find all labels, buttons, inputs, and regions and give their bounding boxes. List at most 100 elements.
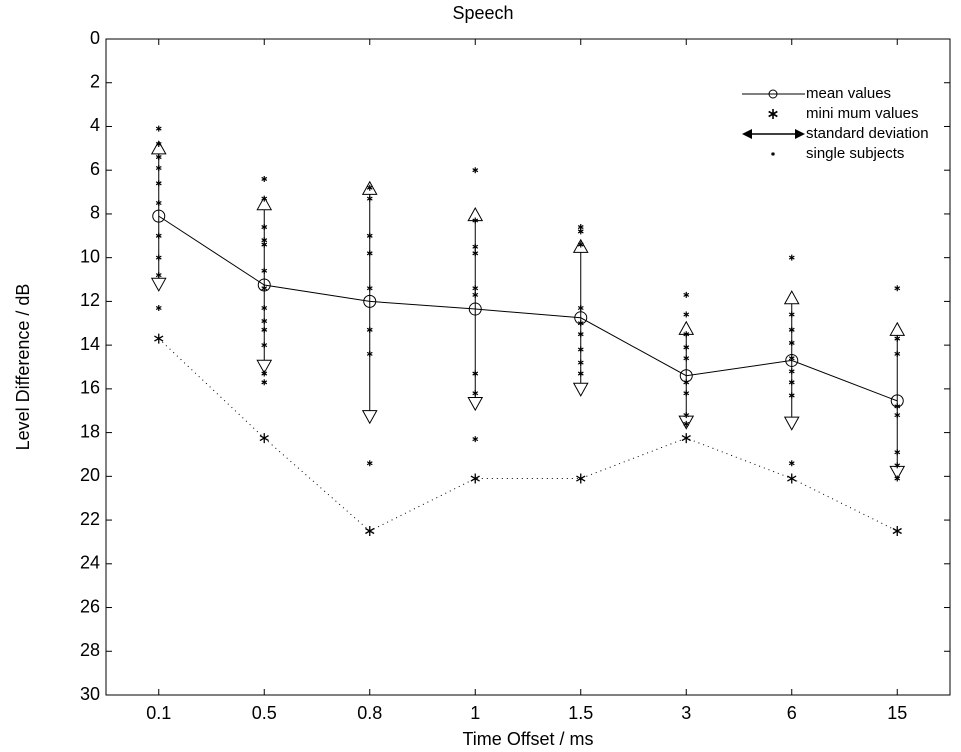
- x-tick-label: 3: [681, 703, 691, 723]
- subject-point: [472, 390, 479, 397]
- subject-point: [683, 420, 690, 427]
- subject-point: [472, 217, 479, 224]
- y-tick-label: 0: [90, 28, 100, 48]
- subject-point: [577, 304, 584, 311]
- std-lower: [572, 382, 589, 397]
- subject-point: [155, 140, 162, 147]
- subject-point: [261, 175, 268, 182]
- subject-point: [788, 368, 795, 375]
- y-tick-label: 22: [80, 509, 100, 529]
- std-lower: [150, 277, 167, 292]
- subject-point: [261, 267, 268, 274]
- subject-point: [683, 412, 690, 419]
- x-tick-label: 0.1: [146, 703, 171, 723]
- subject-point: [366, 460, 373, 467]
- chart-title: Speech: [452, 3, 513, 23]
- subject-point: [894, 285, 901, 292]
- minimum-point: [576, 473, 586, 484]
- y-tick-label: 16: [80, 378, 100, 398]
- subject-point: [366, 250, 373, 257]
- subject-point: [155, 154, 162, 161]
- std-lower: [783, 416, 800, 431]
- subject-point: [788, 392, 795, 399]
- subject-point: [894, 462, 901, 469]
- subject-point: [788, 379, 795, 386]
- subject-point: [261, 195, 268, 202]
- std-lower: [467, 396, 484, 412]
- subject-point: [788, 311, 795, 318]
- legend-label: single subjects: [806, 145, 904, 162]
- subject-point: [894, 475, 901, 482]
- x-tick-label: 15: [887, 703, 907, 723]
- subject-point: [155, 180, 162, 187]
- subject-point: [366, 184, 373, 191]
- subject-point: [366, 232, 373, 239]
- x-tick-label: 6: [787, 703, 797, 723]
- std-lower: [361, 410, 378, 425]
- y-tick-label: 14: [80, 334, 100, 354]
- subject-point: [894, 335, 901, 342]
- std-lower: [256, 359, 273, 374]
- y-tick-label: 2: [90, 71, 100, 91]
- x-tick-label: 0.5: [252, 703, 277, 723]
- subject-point: [788, 339, 795, 346]
- subject-point: [366, 326, 373, 333]
- subject-point: [155, 165, 162, 172]
- y-tick-label: 30: [80, 684, 100, 704]
- subject-point: [683, 331, 690, 338]
- minimum-point: [892, 526, 902, 536]
- y-tick-label: 20: [80, 465, 100, 485]
- subject-point: [155, 254, 162, 261]
- subject-point: [261, 241, 268, 248]
- legend: mean values mini mum values standard devia…: [742, 85, 929, 162]
- legend-label: standard deviation: [806, 125, 929, 142]
- x-axis-label: Time Offset / ms: [462, 729, 593, 749]
- subject-point: [261, 342, 268, 349]
- std-upper: [150, 140, 167, 155]
- minimum-line: [158, 338, 898, 532]
- subject-point: [155, 272, 162, 279]
- subject-point: [894, 449, 901, 456]
- subject-point: [577, 359, 584, 366]
- legend-label: mean values: [806, 85, 891, 102]
- subject-point: [261, 318, 268, 325]
- subject-point: [683, 379, 690, 386]
- subject-point: [894, 412, 901, 419]
- minimum-point: [470, 473, 480, 484]
- y-tick-label: 6: [90, 159, 100, 179]
- subject-point: [894, 403, 901, 410]
- y-axis-label: Level Difference / dB: [13, 284, 33, 451]
- std-upper: [783, 290, 800, 305]
- y-tick-label: 28: [80, 640, 100, 660]
- subject-point: [683, 390, 690, 397]
- legend-marker: [768, 109, 778, 119]
- subject-point: [261, 285, 268, 292]
- minimum-point: [154, 333, 164, 344]
- subject-point: [472, 370, 479, 377]
- x-tick-label: 1: [470, 703, 480, 723]
- minimum-point: [259, 433, 269, 444]
- subject-point: [261, 370, 268, 377]
- subject-point: [155, 304, 162, 311]
- subject-point: [683, 291, 690, 298]
- legend-marker: [771, 152, 775, 156]
- minimum-point: [681, 433, 691, 444]
- subject-point: [577, 228, 584, 235]
- subject-point: [577, 331, 584, 338]
- subject-point: [261, 304, 268, 311]
- std-upper: [256, 196, 273, 211]
- std-upper: [889, 321, 906, 336]
- subject-point: [366, 350, 373, 357]
- legend-label: mini mum values: [806, 105, 919, 122]
- subject-point: [683, 355, 690, 362]
- minimum-point: [787, 473, 797, 484]
- subject-point: [577, 370, 584, 377]
- subject-point: [472, 291, 479, 298]
- minimum-point: [365, 526, 375, 536]
- subject-point: [683, 311, 690, 318]
- subject-point: [683, 344, 690, 351]
- y-tick-label: 8: [90, 203, 100, 223]
- y-tick-label: 4: [90, 115, 100, 135]
